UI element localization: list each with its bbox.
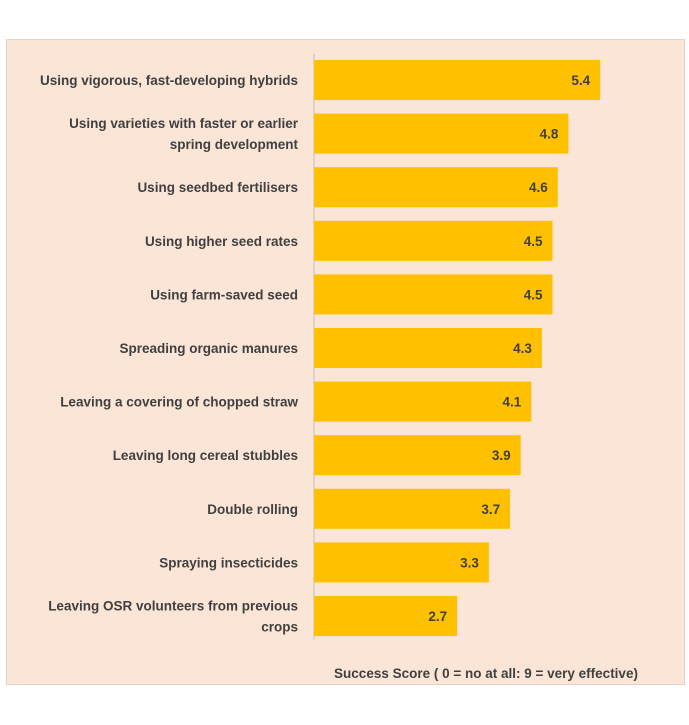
- bar: [314, 381, 532, 422]
- bar-value-label: 3.7: [481, 502, 500, 517]
- category-label: Double rolling: [207, 502, 298, 517]
- category-label: Using farm-saved seed: [150, 287, 298, 302]
- value-labels-group: 5.4 4.8 4.6 4.5 4.5 4.3 4.1 3.9 3.7 3.3 2.7: [428, 73, 590, 624]
- category-label: Leaving long cereal stubbles: [113, 448, 298, 463]
- bar-value-label: 4.3: [513, 341, 532, 356]
- bar: [314, 328, 542, 368]
- category-label: Spreading organic manures: [119, 341, 298, 356]
- bar-value-label: 4.6: [529, 180, 548, 195]
- category-label: Leaving a covering of chopped straw: [60, 395, 298, 410]
- bar-value-label: 4.5: [524, 287, 543, 302]
- bars-group: [314, 60, 601, 636]
- bar-value-label: 5.4: [571, 73, 590, 88]
- category-label: Using varieties with faster or earlier sp…: [69, 116, 299, 152]
- bar-value-label: 4.1: [503, 395, 522, 410]
- bar-value-label: 2.7: [428, 609, 447, 624]
- category-label: Using seedbed fertilisers: [137, 180, 298, 195]
- bar: [314, 542, 489, 583]
- bar: [314, 435, 521, 476]
- x-axis-title: Success Score ( 0 = no at all: 9 = very …: [334, 666, 638, 681]
- category-label: Spraying insecticides: [159, 555, 298, 570]
- category-label: Leaving OSR volunteers from previous crop…: [48, 599, 298, 635]
- bar: [314, 167, 558, 208]
- bar: [314, 596, 458, 636]
- category-labels-group: Using vigorous, fast-developing hybrids U…: [40, 73, 299, 635]
- bar: [314, 488, 511, 529]
- bar: [314, 274, 553, 315]
- bar: [314, 220, 553, 261]
- bar-value-label: 4.5: [524, 234, 543, 249]
- category-label: Using vigorous, fast-developing hybrids: [40, 73, 298, 88]
- bar-value-label: 3.9: [492, 448, 511, 463]
- category-label: Using higher seed rates: [145, 234, 298, 249]
- bar-value-label: 4.8: [540, 127, 559, 142]
- bar: [314, 113, 569, 154]
- bar-value-label: 3.3: [460, 555, 479, 570]
- bar: [314, 60, 601, 100]
